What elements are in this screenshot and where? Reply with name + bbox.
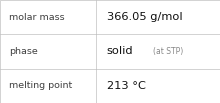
Text: 213 °C: 213 °C [107, 81, 146, 91]
Text: molar mass: molar mass [9, 13, 64, 22]
Text: 366.05 g/mol: 366.05 g/mol [107, 12, 182, 22]
Text: (at STP): (at STP) [153, 47, 183, 56]
Text: phase: phase [9, 47, 38, 56]
Text: solid: solid [107, 46, 133, 57]
Text: melting point: melting point [9, 81, 72, 90]
